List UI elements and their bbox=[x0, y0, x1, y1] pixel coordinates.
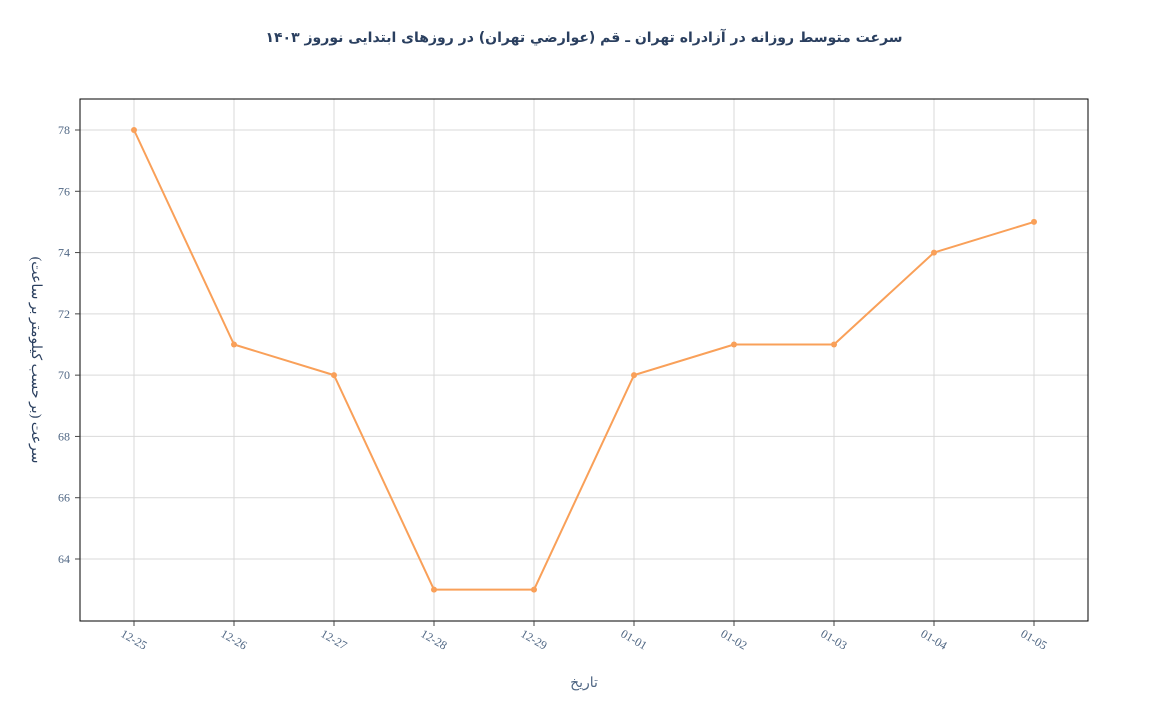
data-point bbox=[631, 372, 637, 379]
y-tick-label: 68 bbox=[58, 429, 70, 443]
plot-frame bbox=[79, 98, 1089, 622]
x-tick-label: 01-01 bbox=[618, 626, 649, 652]
x-tick-label: 01-04 bbox=[918, 626, 949, 652]
data-point bbox=[831, 341, 837, 348]
x-tick-label: 12-25 bbox=[118, 626, 149, 652]
y-tick-label: 76 bbox=[58, 184, 70, 198]
x-tick-label: 01-05 bbox=[1018, 626, 1049, 652]
x-tick-label: 12-26 bbox=[218, 626, 249, 652]
y-tick-label: 70 bbox=[58, 368, 70, 382]
y-tick-label: 74 bbox=[58, 246, 70, 260]
x-tick-label: 12-28 bbox=[418, 626, 449, 652]
y-tick-label: 72 bbox=[58, 307, 70, 321]
data-point bbox=[131, 127, 137, 133]
data-point bbox=[1031, 218, 1037, 225]
grid-layer bbox=[80, 99, 1088, 621]
x-tick-label: 01-02 bbox=[718, 626, 749, 652]
data-point bbox=[731, 341, 737, 348]
x-tick-label: 12-27 bbox=[318, 626, 349, 652]
y-tick-label: 66 bbox=[58, 491, 70, 505]
data-point bbox=[331, 372, 337, 379]
tick-layer: 64 66 68 70 72 74 76 78 12-25 12-26 12-27 12-28 12-2… bbox=[58, 123, 1050, 653]
x-axis-title: تاریخ bbox=[570, 676, 598, 691]
series-line bbox=[133, 129, 1035, 591]
y-axis-title: سرعت (بر حسب کیلومتر بر ساعت) bbox=[28, 257, 43, 464]
x-tick-label: 12-29 bbox=[518, 626, 549, 652]
y-tick-label: 78 bbox=[58, 123, 70, 137]
data-point bbox=[231, 341, 237, 348]
chart-title: سرعت متوسط روزانه در آزادراه تهران ـ قم … bbox=[265, 30, 903, 46]
data-point bbox=[531, 586, 537, 593]
data-point bbox=[931, 249, 937, 256]
series-layer bbox=[131, 127, 1037, 593]
x-tick-label: 01-03 bbox=[818, 626, 849, 652]
data-point bbox=[431, 586, 437, 593]
y-tick-label: 64 bbox=[58, 552, 70, 566]
